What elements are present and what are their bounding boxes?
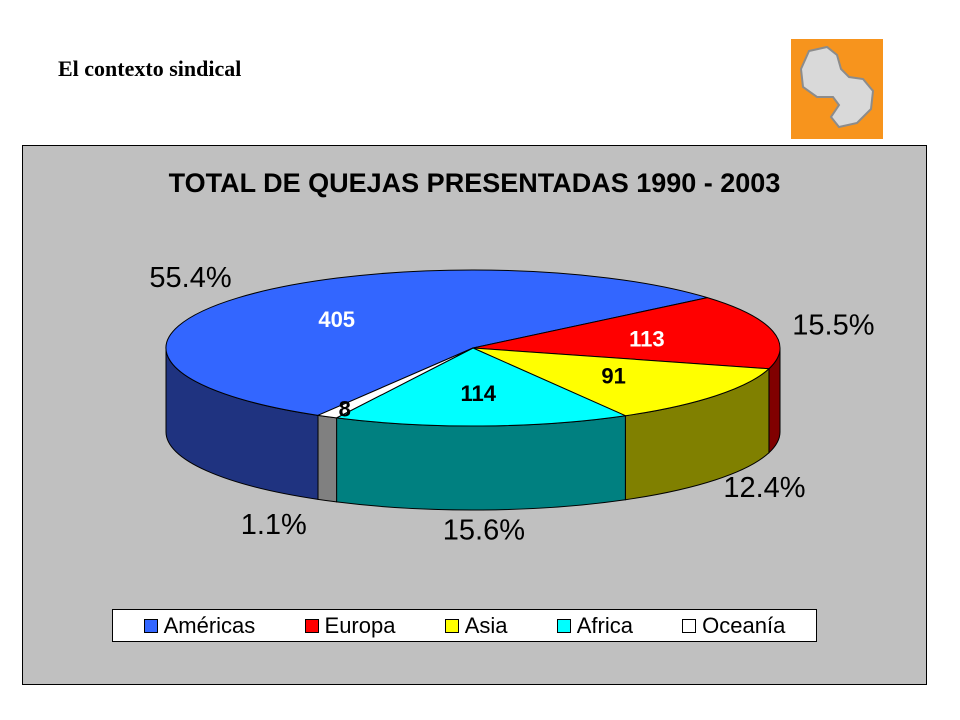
legend: Américas Europa Asia Africa Oceanía: [112, 609, 817, 642]
percent-label-africa: 15.6%: [443, 514, 525, 546]
value-label-africa: 114: [461, 381, 497, 406]
pie-tops: [165, 269, 781, 427]
legend-item-europa: Europa: [304, 612, 396, 639]
legend-swatch: [143, 618, 158, 633]
percent-label-europa: 15.5%: [792, 309, 874, 341]
paraguay-map-logo-icon: [791, 39, 883, 139]
pie-slice-europa: [472, 297, 781, 370]
pie-slice-oceanía: [316, 347, 474, 419]
pie-slice-américas: [165, 269, 708, 416]
pie-slice-asia: [472, 347, 771, 417]
legend-label: Asia: [464, 612, 508, 638]
value-label-oceanía: 8: [339, 396, 351, 421]
legend-item-oceanía: Oceanía: [682, 613, 785, 639]
value-label-américas: 405: [318, 307, 355, 332]
legend-item-africa: Africa: [556, 612, 633, 639]
pie-side-oceanía: [317, 414, 338, 503]
chart-title: TOTAL DE QUEJAS PRESENTADAS 1990 - 2003: [168, 168, 781, 198]
legend-label: Africa: [576, 612, 633, 638]
chart-area: TOTAL DE QUEJAS PRESENTADAS 1990 - 2003 …: [22, 145, 927, 685]
pie-side-africa: [336, 415, 626, 511]
pie-slice-africa: [334, 347, 628, 427]
percent-label-oceanía: 1.1%: [241, 509, 307, 541]
value-label-europa: 113: [629, 326, 665, 351]
percent-label-américas: 55.4%: [149, 262, 231, 294]
legend-swatch: [556, 618, 571, 633]
legend-label: Europa: [324, 612, 396, 638]
percent-label-asia: 12.4%: [723, 472, 805, 504]
legend-swatch: [304, 618, 319, 633]
legend-item-asia: Asia: [444, 612, 508, 639]
legend-item-américas: Américas: [143, 612, 256, 639]
legend-swatch: [682, 618, 697, 633]
value-label-asia: 91: [601, 364, 625, 389]
legend-label: Américas: [163, 612, 256, 638]
legend-swatch: [444, 618, 459, 633]
slide-title: El contexto sindical: [58, 56, 242, 81]
legend-label: Oceanía: [702, 612, 786, 638]
